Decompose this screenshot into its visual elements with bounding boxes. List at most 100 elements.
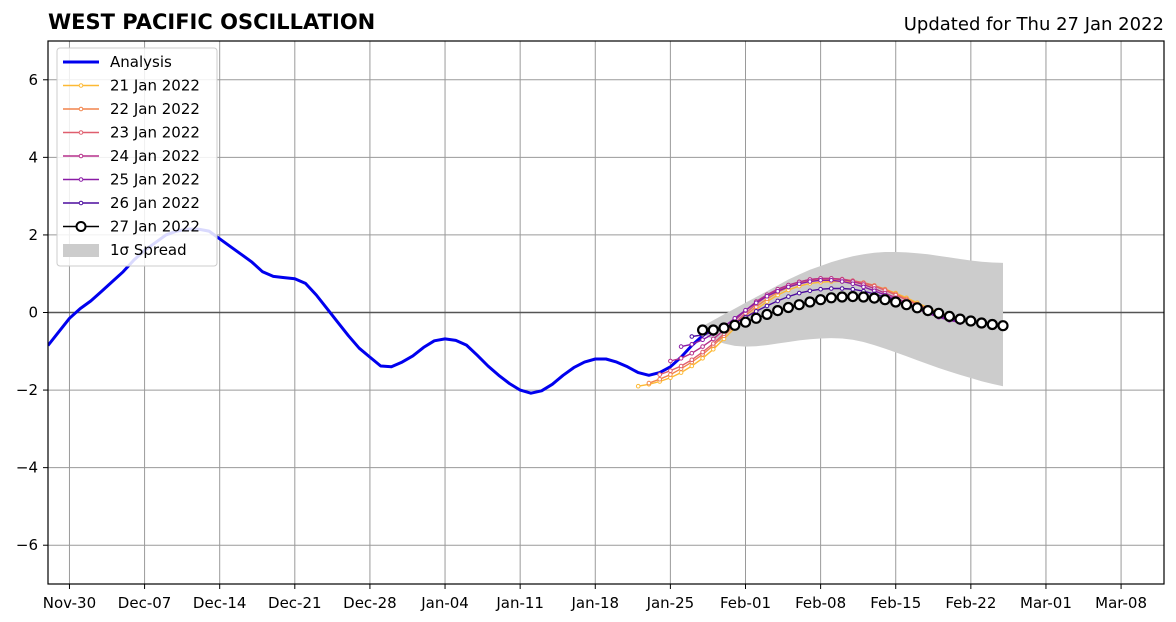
- forecast-point: [796, 281, 802, 287]
- legend-box: [56, 47, 218, 267]
- forecast-point: [911, 302, 923, 314]
- forecast-point: [689, 342, 695, 347]
- forecast-point: [782, 301, 795, 314]
- y-tick-label: 2: [28, 226, 38, 244]
- legend-marker: [78, 153, 84, 159]
- forecast-point: [839, 279, 845, 284]
- legend-label: 27 Jan 2022: [110, 218, 200, 236]
- forecast-point: [975, 317, 988, 329]
- x-tick-label: Dec-14: [193, 594, 247, 612]
- forecast-point: [825, 292, 837, 304]
- legend-item: 22 Jan 2022: [63, 100, 200, 118]
- legend-label: 23 Jan 2022: [110, 124, 200, 142]
- x-tick-label: Dec-28: [343, 594, 397, 612]
- forecast-point: [986, 318, 998, 331]
- forecast-point: [668, 372, 673, 377]
- legend-marker: [78, 200, 84, 206]
- forecast-point: [850, 286, 856, 292]
- forecast-point: [764, 303, 770, 309]
- forecast-point: [761, 308, 773, 320]
- forecast-point: [879, 294, 891, 306]
- forecast-point: [689, 350, 695, 356]
- y-tick-label: 6: [28, 71, 38, 89]
- forecast-point: [786, 284, 791, 290]
- forecast-point: [678, 356, 684, 361]
- forecast-point: [711, 341, 716, 346]
- forecast-point: [943, 310, 956, 322]
- forecast-point: [829, 278, 834, 283]
- legend-label: 26 Jan 2022: [110, 194, 200, 212]
- forecast-point: [814, 294, 827, 306]
- forecast-point: [739, 316, 752, 328]
- forecast-point: [657, 372, 663, 377]
- forecast-point: [700, 349, 705, 355]
- chart-subtitle: Updated for Thu 27 Jan 2022: [904, 14, 1164, 35]
- forecast-point: [657, 376, 663, 382]
- legend-label: 21 Jan 2022: [110, 77, 200, 95]
- legend-label: 25 Jan 2022: [110, 171, 200, 189]
- forecast-point: [707, 324, 719, 336]
- forecast-point: [807, 288, 813, 294]
- forecast-point: [965, 315, 977, 327]
- legend-item: 25 Jan 2022: [63, 171, 200, 189]
- forecast-point: [689, 363, 695, 369]
- legend-marker: [78, 130, 84, 135]
- forecast-point: [668, 358, 673, 364]
- legend-item: 23 Jan 2022: [63, 124, 200, 142]
- forecast-point: [933, 307, 945, 319]
- legend-marker: [75, 221, 87, 232]
- forecast-point: [997, 320, 1009, 332]
- forecast-point: [775, 298, 781, 304]
- x-tick-label: Feb-22: [945, 594, 996, 612]
- forecast-point: [753, 309, 759, 314]
- x-tick-label: Jan-25: [646, 594, 695, 612]
- x-tick-label: Mar-01: [1020, 594, 1072, 612]
- x-tick-label: Feb-01: [720, 594, 771, 612]
- forecast-point: [807, 279, 813, 284]
- y-tick-label: −4: [16, 459, 38, 477]
- forecast-point: [922, 305, 934, 317]
- legend-item: Analysis: [63, 53, 172, 71]
- legend-item: 21 Jan 2022: [63, 77, 200, 95]
- legend-label: 24 Jan 2022: [110, 147, 200, 165]
- forecast-point: [775, 288, 781, 294]
- axis-ticks: Nov-30 Dec-07 Dec-14 Dec-21 Dec-28 Jan-04 Jan-…: [16, 71, 1147, 612]
- forecast-point: [753, 300, 759, 306]
- chart-title: WEST PACIFIC OSCILLATION: [48, 10, 375, 34]
- forecast-point: [635, 383, 641, 389]
- y-tick-label: 4: [28, 148, 38, 166]
- forecast-point: [764, 293, 770, 299]
- legend-marker: [78, 106, 84, 112]
- forecast-point: [646, 380, 652, 386]
- forecast-point: [818, 278, 823, 283]
- forecast-point: [857, 291, 870, 303]
- forecast-point: [711, 347, 716, 352]
- forecast-point: [890, 296, 902, 308]
- legend-swatch: [63, 244, 99, 257]
- legend-item: 1σ Spread: [63, 241, 187, 259]
- legend-item: 27 Jan 2022: [63, 218, 200, 236]
- forecast-point: [954, 313, 966, 325]
- x-tick-label: Feb-08: [795, 594, 846, 612]
- x-tick-label: Jan-18: [570, 594, 619, 612]
- x-tick-label: Mar-08: [1095, 594, 1147, 612]
- forecast-point: [772, 305, 784, 317]
- forecast-point: [689, 334, 695, 339]
- y-tick-label: 0: [28, 304, 38, 322]
- forecast-point: [700, 356, 705, 361]
- forecast-point: [818, 286, 823, 292]
- forecast-point: [678, 370, 684, 375]
- forecast-point: [700, 344, 705, 349]
- forecast-point: [786, 294, 791, 299]
- forecast-point: [718, 322, 730, 334]
- legend-label: 22 Jan 2022: [110, 100, 200, 118]
- y-tick-label: −2: [16, 381, 38, 399]
- forecast-point: [850, 281, 856, 287]
- legend-label: 1σ Spread: [110, 241, 187, 259]
- legend-label: Analysis: [110, 53, 172, 71]
- legend-item: 24 Jan 2022: [63, 147, 200, 165]
- forecast-point: [668, 368, 673, 374]
- legend-item: 26 Jan 2022: [63, 194, 200, 212]
- forecast-point: [839, 286, 845, 291]
